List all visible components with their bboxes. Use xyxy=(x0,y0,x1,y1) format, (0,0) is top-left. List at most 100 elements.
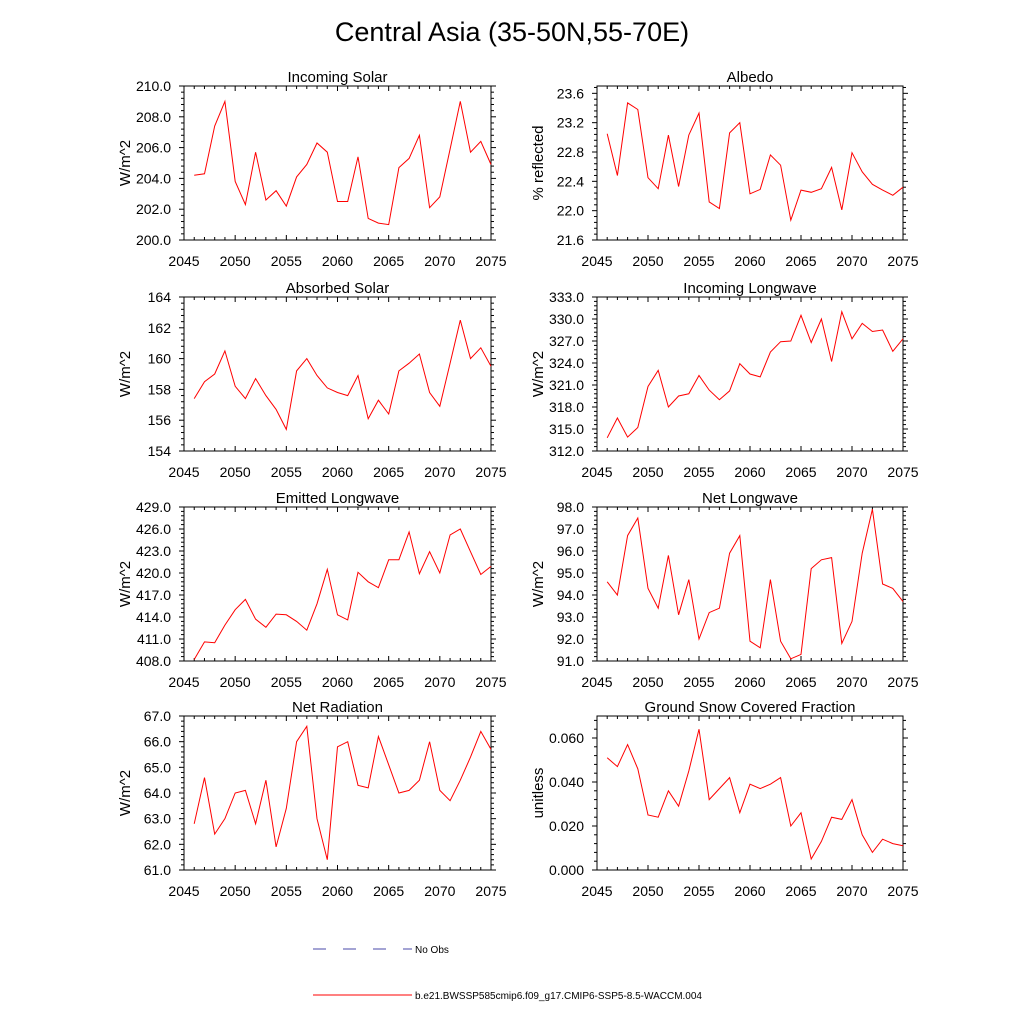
y-tick-label: 91.0 xyxy=(557,653,584,669)
x-tick-label: 2075 xyxy=(475,674,506,690)
series-line xyxy=(193,724,492,860)
y-tick-label: 62.0 xyxy=(144,836,171,852)
y-tick-label: 315.0 xyxy=(549,421,584,437)
y-tick-label: 408.0 xyxy=(136,653,171,669)
y-tick-label: 210.0 xyxy=(136,78,171,94)
x-tick-label: 2050 xyxy=(632,674,663,690)
x-tick-label: 2075 xyxy=(475,464,506,480)
panel-2: Albedo % reflected 2045 2050 2055 2060 2065 207… xyxy=(530,69,919,269)
y-axis-label: W/m^2 xyxy=(117,351,134,397)
x-tick-label: 2045 xyxy=(168,464,199,480)
x-tick-label: 2075 xyxy=(887,883,918,899)
panel-title: Net Radiation xyxy=(292,699,383,716)
panel-title: Albedo xyxy=(727,69,774,86)
y-tick-label: 429.0 xyxy=(136,499,171,515)
y-tick-label: 22.4 xyxy=(557,173,584,189)
x-tick-label: 2045 xyxy=(168,674,199,690)
y-axis-label: W/m^2 xyxy=(117,140,134,186)
panel-title: Incoming Longwave xyxy=(683,280,816,297)
x-tick-label: 2055 xyxy=(271,253,302,269)
x-tick-label: 2050 xyxy=(220,883,251,899)
y-tick-label: 202.0 xyxy=(136,201,171,217)
y-tick-label: 94.0 xyxy=(557,587,584,603)
panel-title: Net Longwave xyxy=(702,490,798,507)
y-tick-label: 65.0 xyxy=(144,759,171,775)
x-tick-label: 2070 xyxy=(424,674,455,690)
series-line xyxy=(193,319,492,431)
plot-frame xyxy=(183,85,492,241)
y-tick-label: 98.0 xyxy=(557,499,584,515)
x-tick-label: 2050 xyxy=(220,464,251,480)
x-tick-label: 2070 xyxy=(836,883,867,899)
panel-title: Incoming Solar xyxy=(287,69,387,86)
series-line xyxy=(606,729,904,861)
x-tick-label: 2065 xyxy=(373,464,404,480)
x-tick-label: 2075 xyxy=(887,464,918,480)
panel-4: Incoming Longwave W/m^2 2045 2050 2055 2060 20… xyxy=(530,280,919,480)
x-tick-label: 2045 xyxy=(168,883,199,899)
series-line xyxy=(194,99,492,226)
x-tick-label: 2050 xyxy=(220,253,251,269)
x-tick-label: 2055 xyxy=(683,464,714,480)
x-tick-label: 2055 xyxy=(271,674,302,690)
panel-1: Incoming Solar W/m^2 2045 2050 2055 2060 2065 2… xyxy=(117,69,507,269)
x-tick-label: 2045 xyxy=(581,883,612,899)
x-tick-label: 2045 xyxy=(581,674,612,690)
y-tick-label: 64.0 xyxy=(144,785,171,801)
x-tick-label: 2065 xyxy=(785,253,816,269)
x-tick-label: 2065 xyxy=(785,883,816,899)
y-tick-label: 22.8 xyxy=(557,144,584,160)
y-tick-label: 327.0 xyxy=(549,333,584,349)
y-axis-label: W/m^2 xyxy=(530,561,547,607)
plot-frame xyxy=(183,506,492,662)
y-tick-label: 426.0 xyxy=(136,521,171,537)
y-tick-label: 420.0 xyxy=(136,565,171,581)
x-tick-label: 2060 xyxy=(734,883,765,899)
y-tick-label: 96.0 xyxy=(557,543,584,559)
x-tick-label: 2070 xyxy=(836,253,867,269)
y-tick-label: 66.0 xyxy=(144,734,171,750)
x-tick-label: 2060 xyxy=(322,674,353,690)
x-tick-label: 2045 xyxy=(168,253,199,269)
y-tick-label: 330.0 xyxy=(549,311,584,327)
x-tick-label: 2055 xyxy=(683,883,714,899)
series-line xyxy=(606,102,904,223)
panel-3: Absorbed Solar W/m^2 2045 2050 2055 2060 2065 2… xyxy=(117,280,507,480)
y-tick-label: 164 xyxy=(148,289,172,305)
x-tick-label: 2050 xyxy=(632,253,663,269)
y-tick-label: 21.6 xyxy=(557,232,584,248)
x-tick-label: 2050 xyxy=(220,674,251,690)
y-tick-label: 23.6 xyxy=(557,85,584,101)
y-tick-label: 160 xyxy=(148,351,172,367)
x-tick-label: 2065 xyxy=(373,674,404,690)
y-tick-label: 208.0 xyxy=(136,109,171,125)
panel-6: Net Longwave W/m^2 2045 2050 2055 2060 2065 207… xyxy=(530,490,919,690)
series-line xyxy=(606,309,904,439)
x-tick-label: 2045 xyxy=(581,253,612,269)
plot-frame xyxy=(183,715,492,871)
y-axis-label: unitless xyxy=(530,768,547,819)
y-tick-label: 204.0 xyxy=(136,170,171,186)
y-tick-label: 414.0 xyxy=(136,609,171,625)
plot-frame xyxy=(183,296,492,452)
x-tick-label: 2070 xyxy=(424,883,455,899)
x-tick-label: 2075 xyxy=(887,253,918,269)
y-tick-label: 423.0 xyxy=(136,543,171,559)
x-tick-label: 2070 xyxy=(424,464,455,480)
x-tick-label: 2075 xyxy=(475,253,506,269)
y-tick-label: 22.0 xyxy=(557,203,584,219)
y-tick-label: 0.020 xyxy=(549,818,584,834)
x-tick-label: 2060 xyxy=(734,674,765,690)
y-axis-label: W/m^2 xyxy=(117,561,134,607)
y-tick-label: 67.0 xyxy=(144,708,171,724)
y-tick-label: 156 xyxy=(148,412,172,428)
panel-8: Ground Snow Covered Fraction unitless 2045… xyxy=(530,699,919,899)
y-tick-label: 312.0 xyxy=(549,443,584,459)
y-tick-label: 0.000 xyxy=(549,862,584,878)
y-tick-label: 321.0 xyxy=(549,377,584,393)
x-tick-label: 2065 xyxy=(785,674,816,690)
y-tick-label: 61.0 xyxy=(144,862,171,878)
y-tick-label: 333.0 xyxy=(549,289,584,305)
x-tick-label: 2075 xyxy=(475,883,506,899)
